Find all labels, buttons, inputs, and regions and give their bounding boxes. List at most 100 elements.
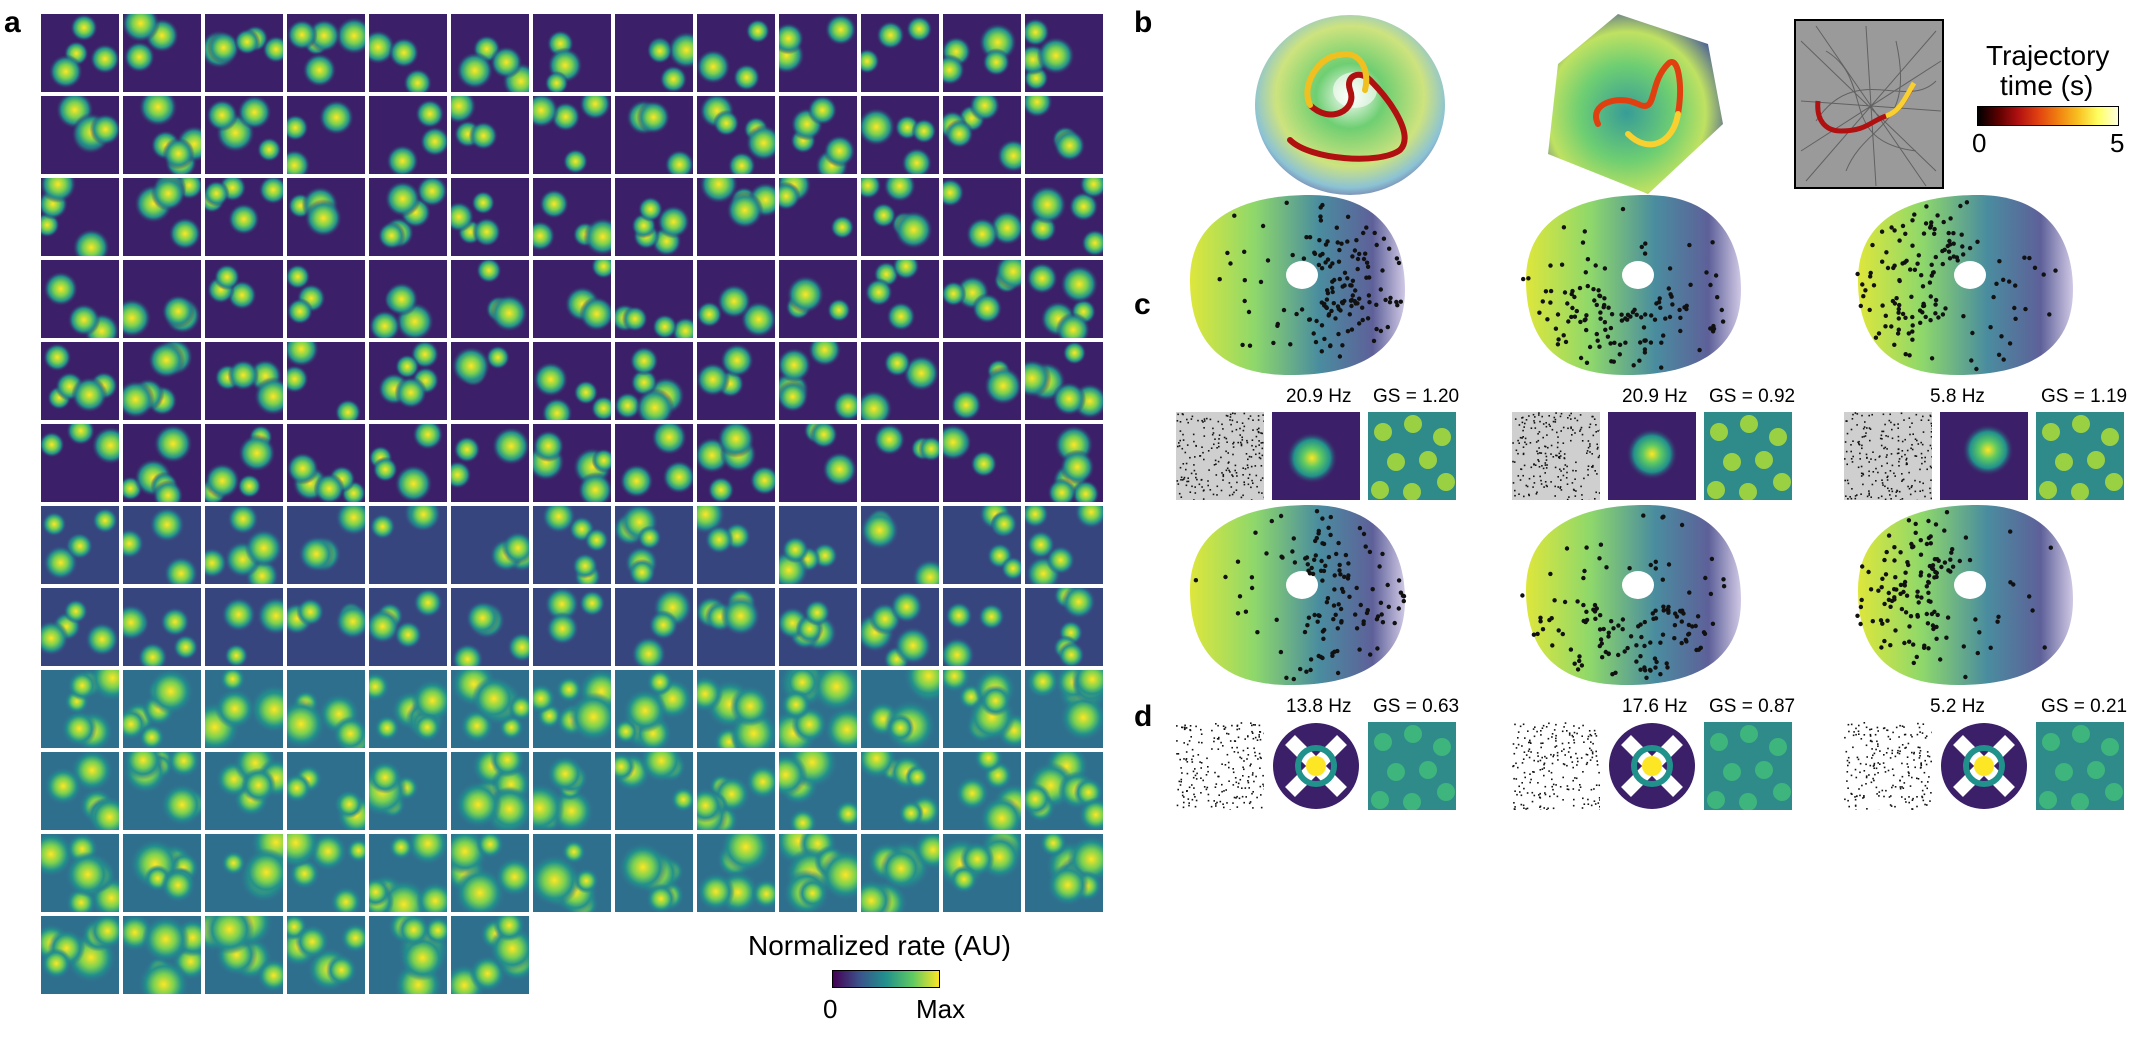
rate-map — [861, 588, 939, 666]
rate-map — [451, 424, 529, 502]
rate-map — [615, 96, 693, 174]
time-colorbar-title-line2: time (s) — [2000, 70, 2094, 101]
rate-map — [205, 178, 283, 256]
rate-map — [41, 342, 119, 420]
rate-map — [451, 342, 529, 420]
gridness-score-label: GS = 0.63 — [1373, 696, 1460, 717]
torus-spike-projection — [1180, 500, 1410, 695]
rate-map — [205, 96, 283, 174]
rate-map — [41, 96, 119, 174]
gridness-score-label: GS = 1.19 — [2041, 386, 2128, 407]
rate-map — [287, 588, 365, 666]
rate-map — [533, 834, 611, 912]
rate-map — [451, 260, 529, 338]
spatial-rate-map — [1368, 412, 1456, 500]
trajectory-arena-inset — [1794, 19, 1944, 189]
rate-map — [861, 670, 939, 748]
rate-map — [697, 670, 775, 748]
spatial-rate-map — [2036, 722, 2124, 810]
rate-map — [123, 342, 201, 420]
rate-map — [451, 506, 529, 584]
torus-spike-projection — [1848, 500, 2078, 695]
rate-map — [1025, 14, 1103, 92]
firing-rate-label: 5.2 Hz — [1930, 696, 1985, 717]
rate-map — [861, 752, 939, 830]
torus-spike-projection — [1848, 190, 2078, 385]
rate-map — [861, 14, 939, 92]
rate-map — [943, 834, 1021, 912]
rate-map — [205, 834, 283, 912]
rate-map — [861, 342, 939, 420]
gridness-score-label: GS = 0.21 — [2041, 696, 2128, 717]
rate-map — [615, 834, 693, 912]
rate-map — [943, 14, 1021, 92]
rate-map — [451, 834, 529, 912]
rate-map — [533, 670, 611, 748]
rate-map — [533, 588, 611, 666]
rate-map — [861, 834, 939, 912]
rate-map — [123, 834, 201, 912]
rate-map — [41, 506, 119, 584]
rate-map — [1025, 588, 1103, 666]
rate-map — [615, 670, 693, 748]
rate-map — [779, 96, 857, 174]
rate-map — [369, 834, 447, 912]
rate-map — [287, 178, 365, 256]
gridness-score-label: GS = 0.87 — [1709, 696, 1796, 717]
rate-map — [861, 96, 939, 174]
rate-map — [533, 342, 611, 420]
rate-map — [861, 424, 939, 502]
rate-map-grid — [41, 14, 1103, 994]
gridness-score-label: GS = 1.20 — [1373, 386, 1460, 407]
spike-raster — [1512, 412, 1600, 500]
rate-map — [697, 752, 775, 830]
firing-rate-label: 20.9 Hz — [1622, 386, 1688, 407]
rate-map — [779, 670, 857, 748]
rate-map — [615, 424, 693, 502]
rate-map — [41, 834, 119, 912]
spatial-rate-map — [1368, 722, 1456, 810]
spike-raster — [1176, 412, 1264, 500]
time-colorbar-title-line1: Trajectory — [1986, 40, 2110, 71]
rate-map — [779, 178, 857, 256]
rate-map — [287, 752, 365, 830]
toroidal-rate-map — [1940, 722, 2028, 810]
firing-rate-label: 20.9 Hz — [1286, 386, 1352, 407]
rate-map — [943, 424, 1021, 502]
rate-map — [369, 342, 447, 420]
rate-colorbar-max-label: Max — [916, 994, 966, 1024]
time-colorbar-max-label: 5 — [2110, 128, 2125, 158]
panel-label-d: d — [1134, 700, 1153, 733]
rate-map — [369, 96, 447, 174]
rate-map — [1025, 752, 1103, 830]
rate-map — [615, 260, 693, 338]
rate-map — [123, 96, 201, 174]
spike-raster — [1176, 722, 1264, 810]
rate-map — [451, 14, 529, 92]
rate-map — [205, 752, 283, 830]
rate-map — [41, 752, 119, 830]
rate-map — [533, 260, 611, 338]
rate-map — [779, 342, 857, 420]
rate-map — [943, 342, 1021, 420]
rate-map — [943, 178, 1021, 256]
rate-map — [451, 752, 529, 830]
rate-map — [41, 588, 119, 666]
rate-map — [123, 178, 201, 256]
rate-map — [287, 260, 365, 338]
rate-colorbar — [832, 970, 940, 988]
rate-map — [943, 260, 1021, 338]
rate-map — [615, 14, 693, 92]
rate-map — [697, 834, 775, 912]
rate-map — [205, 506, 283, 584]
rate-map — [697, 506, 775, 584]
rate-map — [1025, 96, 1103, 174]
rate-map — [1025, 342, 1103, 420]
rate-map — [1025, 506, 1103, 584]
rate-map — [861, 260, 939, 338]
firing-rate-label: 13.8 Hz — [1286, 696, 1352, 717]
gridness-score-label: GS = 0.92 — [1709, 386, 1796, 407]
spike-raster — [1844, 412, 1932, 500]
rate-map — [205, 670, 283, 748]
rate-map — [369, 14, 447, 92]
